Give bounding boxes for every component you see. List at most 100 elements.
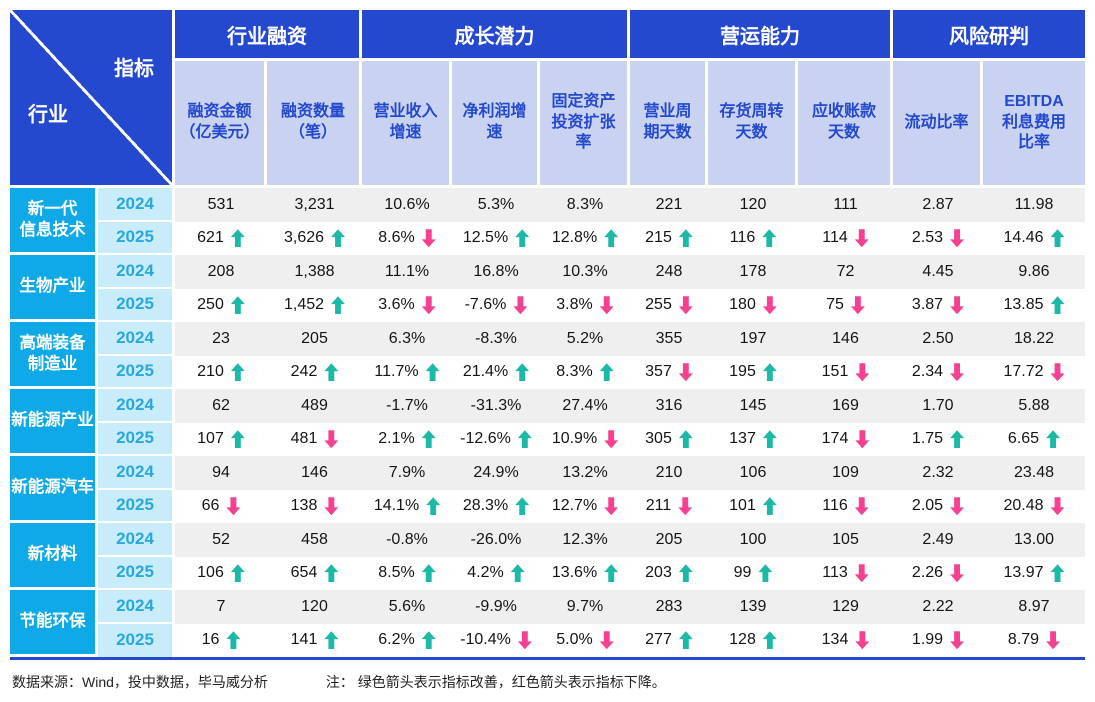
data-cell: 18.22 (983, 322, 1085, 356)
data-cell: 114 (798, 221, 893, 255)
cell-value: 2.32 (922, 463, 954, 481)
cell-value: 100 (739, 530, 767, 548)
up-arrow-icon (678, 229, 693, 248)
industry-cell: 新一代 信息技术 (10, 188, 98, 255)
cell-value: 106 (197, 564, 224, 582)
data-cell: 4.2% (452, 556, 540, 590)
data-cell: 8.3% (540, 188, 630, 222)
cell-value: 203 (645, 564, 672, 582)
cell-value: 205 (301, 329, 328, 347)
data-cell: 146 (267, 456, 362, 490)
cell-value: 3,231 (294, 195, 335, 213)
cell-value: 215 (645, 229, 672, 247)
cell-value: 316 (655, 396, 683, 414)
cell-value: 105 (832, 530, 859, 548)
up-arrow-icon (604, 229, 619, 248)
up-arrow-icon (421, 631, 436, 650)
data-cell: 141 (267, 623, 362, 657)
up-arrow-icon (425, 363, 440, 382)
cell-value: 1.70 (922, 396, 954, 414)
cell-value: 13.2% (562, 463, 608, 481)
cell-value: -8.3% (475, 329, 517, 347)
cell-value: 1,388 (294, 262, 335, 280)
data-cell: 242 (267, 355, 362, 389)
down-arrow-icon (854, 564, 869, 583)
year-cell: 2024 (98, 188, 175, 222)
down-arrow-icon (324, 430, 339, 449)
cell-value: 16 (201, 631, 220, 649)
cell-value: 13.6% (551, 564, 598, 582)
up-arrow-icon (1050, 229, 1065, 248)
data-cell: 12.5% (452, 221, 540, 255)
cell-value: 11.1% (384, 262, 430, 280)
data-cell: 5.6% (362, 590, 452, 624)
data-cell: -7.6% (452, 288, 540, 322)
data-cell: 1,388 (267, 255, 362, 289)
data-cell: 210 (175, 355, 267, 389)
cell-value: 250 (197, 296, 224, 314)
data-cell: 14.46 (983, 221, 1085, 255)
column-header-financing-count: 融资数量 （笔） (267, 61, 362, 188)
cell-value: 24.9% (473, 463, 519, 481)
up-arrow-icon (1050, 564, 1065, 583)
data-cell: 6.2% (362, 623, 452, 657)
data-cell: 129 (798, 590, 893, 624)
cell-value: 129 (832, 597, 859, 615)
down-arrow-icon (1050, 497, 1065, 516)
cell-value: 357 (645, 363, 672, 381)
up-arrow-icon (426, 497, 441, 516)
data-cell: 28.3% (452, 489, 540, 523)
cell-value: 1,452 (283, 296, 325, 314)
data-cell: 2.05 (893, 489, 983, 523)
down-arrow-icon (950, 564, 965, 583)
data-cell: 100 (708, 523, 798, 557)
down-arrow-icon (855, 631, 870, 650)
down-arrow-icon (1050, 363, 1065, 382)
cell-value: 9.7% (566, 597, 604, 615)
cell-value: 23 (212, 329, 230, 347)
data-cell: -31.3% (452, 389, 540, 423)
cell-value: 52 (212, 530, 230, 548)
data-cell: -0.8% (362, 523, 452, 557)
corner-indicator-label: 指标 (114, 58, 154, 80)
data-cell: -10.4% (452, 623, 540, 657)
cell-value: 242 (290, 363, 318, 381)
year-cell: 2024 (98, 523, 175, 557)
data-cell: 66 (175, 489, 267, 523)
data-cell: 458 (267, 523, 362, 557)
down-arrow-icon (855, 430, 870, 449)
cell-value: 113 (822, 564, 848, 582)
cell-value: 14.46 (1003, 229, 1044, 247)
data-cell: 3,231 (267, 188, 362, 222)
data-cell: 355 (630, 322, 708, 356)
down-arrow-icon (850, 296, 865, 315)
cell-value: 109 (832, 463, 859, 481)
cell-value: 255 (645, 296, 672, 314)
data-cell: -12.6% (452, 422, 540, 456)
cell-value: 248 (655, 262, 683, 280)
column-header-net-profit-growth: 净利润增 速 (452, 61, 540, 188)
data-cell: 72 (798, 255, 893, 289)
cell-value: 116 (822, 497, 848, 515)
data-cell: 7 (175, 590, 267, 624)
cell-value: 8.6% (378, 229, 415, 247)
cell-value: 75 (826, 296, 844, 314)
data-cell: 116 (798, 489, 893, 523)
data-cell: 5.3% (452, 188, 540, 222)
cell-value: 66 (201, 497, 220, 515)
up-arrow-icon (762, 229, 777, 248)
data-cell: 1.75 (893, 422, 983, 456)
data-cell: 24.9% (452, 456, 540, 490)
data-cell: 3.6% (362, 288, 452, 322)
cell-value: 3.6% (378, 296, 415, 314)
down-arrow-icon (226, 497, 241, 516)
data-cell: 7.9% (362, 456, 452, 490)
cell-value: 11.7% (374, 363, 419, 381)
data-cell: 11.98 (983, 188, 1085, 222)
cell-value: 99 (733, 564, 752, 582)
data-cell: 8.3% (540, 355, 630, 389)
cell-value: 62 (212, 396, 230, 414)
data-cell: 146 (798, 322, 893, 356)
cell-value: 174 (821, 430, 849, 448)
cell-value: 197 (739, 329, 767, 347)
